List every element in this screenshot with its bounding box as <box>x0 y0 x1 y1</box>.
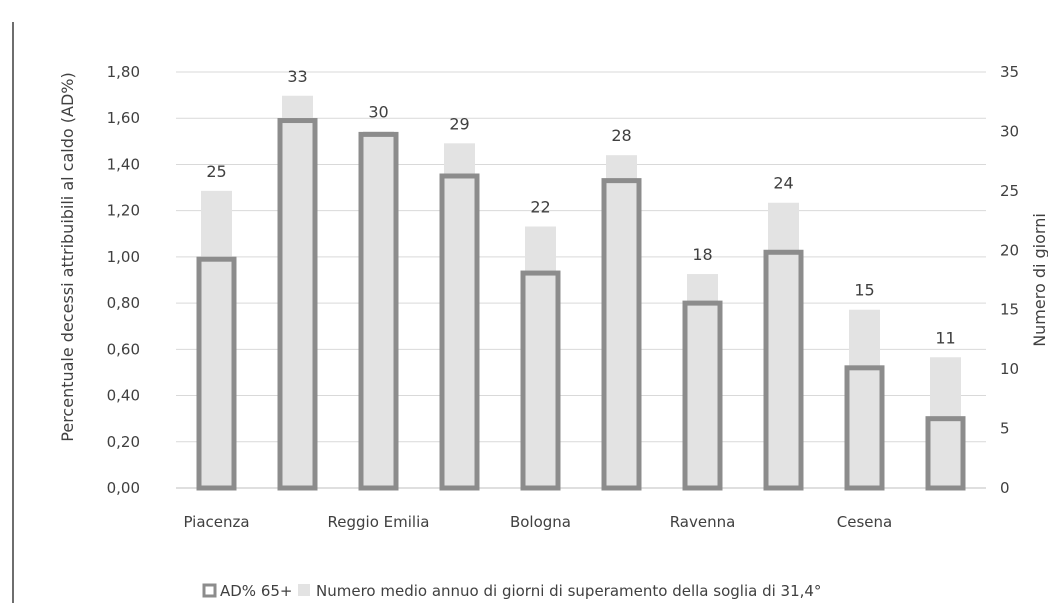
ad-bar <box>520 270 561 491</box>
days-bars <box>201 95 961 489</box>
left-tick-label: 1,00 <box>107 248 140 266</box>
ad-bar <box>682 300 723 491</box>
right-tick-label: 20 <box>1000 241 1019 259</box>
right-tick-label: 0 <box>1000 479 1010 497</box>
left-axis-title: Percentuale decessi attribuibili al cald… <box>58 72 77 441</box>
category-label: Piacenza <box>183 513 249 531</box>
category-labels: Piacenza Reggio Emilia Bologna Ravenna Cesen… <box>183 513 892 531</box>
left-tick-label: 1,20 <box>107 202 140 220</box>
days-bar <box>444 143 475 489</box>
right-tick-label: 35 <box>1000 63 1019 81</box>
days-bar <box>282 95 313 489</box>
right-tick-label: 5 <box>1000 420 1010 438</box>
category-label: Ravenna <box>670 513 736 531</box>
category-label: Reggio Emilia <box>328 513 430 531</box>
right-tick-label: 25 <box>1000 182 1019 200</box>
left-tick-label: 1,80 <box>107 63 140 81</box>
left-tick-label: 0,60 <box>107 340 140 358</box>
data-label: 11 <box>935 328 955 347</box>
days-bar <box>363 131 394 488</box>
data-label: 25 <box>206 162 226 181</box>
ad-bar <box>763 249 804 491</box>
ad-bar <box>925 416 966 491</box>
legend-swatch-ad <box>202 583 217 598</box>
right-axis-title: Numero di giorni <box>1030 213 1048 347</box>
data-label: 18 <box>692 245 712 264</box>
category-label: Bologna <box>510 513 571 531</box>
legend-swatch-days <box>298 584 310 596</box>
left-axis-ticks: 0,00 0,20 0,40 0,60 0,80 1,00 1,20 1,40 1,60 1,80 <box>107 63 140 497</box>
legend-label-ad: AD% 65+ <box>220 582 293 600</box>
left-tick-label: 0,20 <box>107 433 140 451</box>
data-label: 29 <box>449 114 469 133</box>
ad-bar <box>439 173 480 491</box>
days-bar <box>768 202 799 488</box>
ad-bar <box>601 178 642 491</box>
left-tick-label: 0,80 <box>107 294 140 312</box>
ad-bar <box>277 118 318 491</box>
data-label: 15 <box>854 281 874 300</box>
left-border-rule <box>12 22 14 603</box>
right-axis-ticks: 0 5 10 15 20 25 30 35 <box>1000 63 1019 497</box>
days-bar <box>606 155 637 488</box>
days-bar <box>525 226 556 488</box>
left-tick-label: 1,40 <box>107 155 140 173</box>
left-tick-label: 0,40 <box>107 387 140 405</box>
category-label: Cesena <box>837 513 892 531</box>
days-bar <box>930 357 961 488</box>
data-labels: 25 33 30 29 22 28 18 24 15 11 <box>206 67 955 347</box>
ad-bar <box>358 131 399 491</box>
ad-bar <box>844 365 885 491</box>
data-label: 24 <box>773 174 793 193</box>
data-label: 28 <box>611 126 631 145</box>
legend-label-days: Numero medio annuo di giorni di superame… <box>316 582 821 600</box>
ad-bars <box>196 118 966 491</box>
right-tick-label: 30 <box>1000 122 1019 140</box>
legend: AD% 65+ Numero medio annuo di giorni di … <box>202 582 821 600</box>
data-label: 33 <box>287 67 307 86</box>
left-tick-label: 0,00 <box>107 479 140 497</box>
data-label: 22 <box>530 198 550 217</box>
data-label: 30 <box>368 102 388 121</box>
left-tick-label: 1,60 <box>107 109 140 127</box>
days-bar <box>201 190 232 488</box>
right-tick-label: 10 <box>1000 360 1019 378</box>
days-bar <box>687 274 718 488</box>
ad-bar <box>196 256 237 491</box>
right-tick-label: 15 <box>1000 301 1019 319</box>
days-bar <box>849 309 880 488</box>
